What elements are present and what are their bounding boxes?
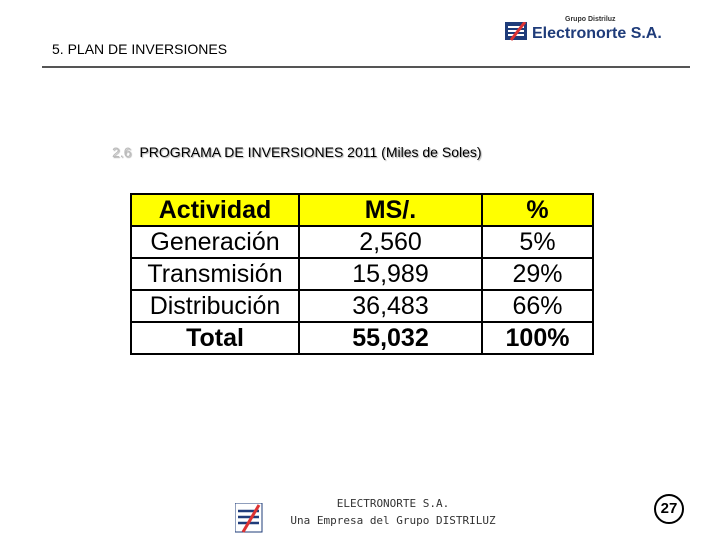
cell: Distribución — [130, 289, 300, 323]
cell: 66% — [481, 289, 594, 323]
section-title: PROGRAMA DE INVERSIONES 2011 (Miles de S… — [139, 144, 482, 160]
section-heading: 2.6 PROGRAMA DE INVERSIONES 2011 (Miles d… — [112, 144, 482, 160]
footer-logo — [235, 503, 263, 533]
cell: 5% — [481, 225, 594, 259]
cell: 100% — [481, 321, 594, 355]
row: Generación 2,560 5% — [130, 225, 594, 259]
column-header: % — [481, 193, 594, 227]
footer-company: ELECTRONORTE S.A. — [336, 497, 450, 510]
header-title: 5. PLAN DE INVERSIONES — [52, 41, 228, 57]
cell: 29% — [481, 257, 594, 291]
total-row: Total 55,032 100% — [130, 321, 594, 355]
cell: 55,032 — [298, 321, 483, 355]
cell: Generación — [130, 225, 300, 259]
cell: Total — [130, 321, 300, 355]
header-rule — [42, 66, 690, 68]
page-number: 27 — [654, 494, 684, 524]
section-number: 2.6 — [112, 144, 132, 160]
logo-group: Grupo Distriluz — [565, 16, 616, 23]
row: Transmisión 15,989 29% — [130, 257, 594, 291]
cell: 36,483 — [298, 289, 483, 323]
column-header: Actividad — [130, 193, 300, 227]
column-header: MS/. — [298, 193, 483, 227]
cell: 15,989 — [298, 257, 483, 291]
logo-icon — [505, 22, 527, 41]
header-row: Actividad MS/. % — [130, 193, 594, 227]
cell: 2,560 — [298, 225, 483, 259]
footer-tagline: Una Empresa del Grupo DISTRILUZ — [290, 514, 496, 527]
row: Distribución 36,483 66% — [130, 289, 594, 323]
logo-name: Electronorte S.A. — [532, 25, 662, 42]
cell: Transmisión — [130, 257, 300, 291]
investment-table: Actividad MS/. % Generación 2,560 5% Trans… — [130, 193, 594, 355]
